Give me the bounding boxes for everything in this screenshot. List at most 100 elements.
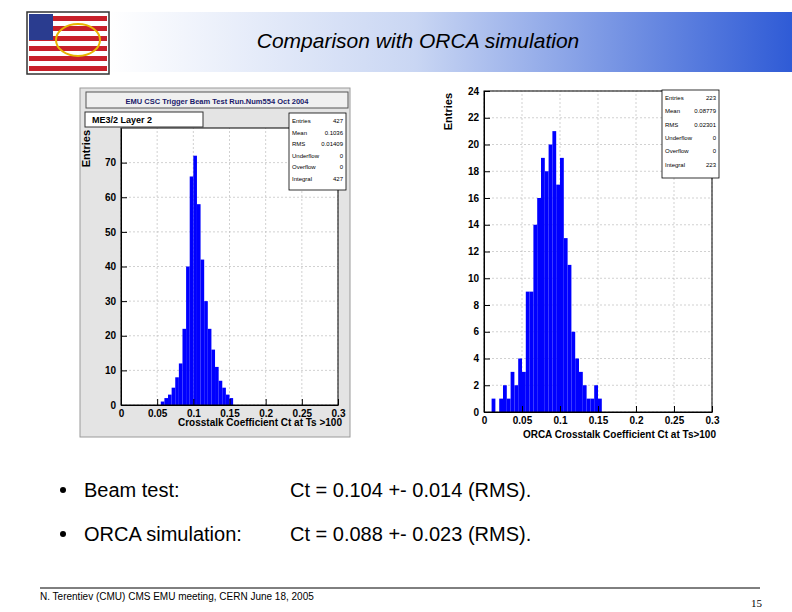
- x-tick: 0.3: [706, 406, 720, 426]
- y-axis-title: Entries: [80, 130, 92, 167]
- histogram-bar: [211, 350, 215, 405]
- x-tick-mark: [193, 399, 194, 405]
- y-tick-label: 20: [468, 139, 480, 150]
- grid-line-y: [121, 266, 338, 267]
- x-tick-mark: [712, 406, 713, 412]
- y-tick: 60: [105, 192, 127, 203]
- histogram-bar: [215, 367, 219, 405]
- y-tick-mark: [484, 252, 490, 253]
- x-tick-mark: [302, 399, 303, 405]
- y-tick-mark: [484, 91, 490, 92]
- y-tick-label: 18: [468, 166, 480, 177]
- y-tick: 4: [473, 353, 490, 364]
- y-tick: 12: [468, 246, 490, 257]
- stats-value: 0.1036: [325, 130, 344, 136]
- grid-line-y: [121, 370, 338, 371]
- x-tick-mark: [522, 406, 523, 412]
- grid-line-y: [484, 251, 712, 252]
- plot-area: [121, 128, 338, 405]
- histogram-bar: [190, 176, 194, 405]
- histogram-panel: 00.050.10.150.20.250.3024681012141618202…: [442, 86, 720, 440]
- y-tick-mark: [484, 359, 490, 360]
- x-tick: 0.2: [630, 406, 644, 426]
- x-tick-label: 0.25: [665, 415, 685, 426]
- y-tick: 50: [105, 227, 127, 238]
- histogram-bar: [219, 381, 223, 405]
- y-tick: 24: [468, 86, 490, 97]
- y-tick: 0: [110, 400, 127, 411]
- y-tick-label: 6: [473, 326, 479, 337]
- x-tick-mark: [598, 406, 599, 412]
- x-tick: 0.05: [513, 406, 533, 426]
- bullet-text: Ct = 0.088 +- 0.023 (RMS).: [290, 523, 531, 545]
- y-tick: 8: [473, 300, 490, 311]
- histogram-bar: [598, 399, 602, 412]
- y-tick-label: 12: [468, 246, 480, 257]
- y-tick-mark: [121, 336, 127, 337]
- y-tick-label: 14: [468, 219, 480, 230]
- x-tick: 0.25: [665, 406, 685, 426]
- x-axis: 00.050.10.150.20.250.3: [482, 406, 720, 426]
- y-tick-mark: [484, 145, 490, 146]
- histogram-panel: 00.050.10.150.20.250.3010203040506070Cro…: [80, 88, 350, 437]
- histogram-bar: [530, 292, 534, 412]
- histogram-bar: [193, 156, 197, 405]
- grid: [484, 91, 712, 412]
- histogram-bar: [590, 399, 594, 412]
- x-tick-label: 0.2: [630, 415, 644, 426]
- y-tick-label: 24: [468, 86, 480, 97]
- y-tick: 30: [105, 296, 127, 307]
- stats-value: 0: [340, 164, 344, 170]
- y-tick-mark: [121, 405, 127, 406]
- y-tick-mark: [121, 370, 127, 371]
- histogram-bar: [161, 402, 165, 405]
- x-axis-title: ORCA Crosstalk Coefficient Ct at Ts>100: [523, 429, 717, 440]
- grid-line-y: [484, 331, 712, 332]
- stats-box-frame: [662, 90, 719, 178]
- stats-value: 427: [333, 118, 344, 124]
- y-tick-mark: [121, 232, 127, 233]
- x-axis-title: Crosstalk Coefficient Ct at Ts >100: [178, 417, 342, 428]
- y-tick: 20: [105, 330, 127, 341]
- x-tick-label: 0.3: [706, 415, 720, 426]
- histogram-bar: [208, 329, 212, 405]
- y-tick-label: 0: [473, 407, 479, 418]
- histogram-bar: [186, 267, 190, 406]
- histogram-bar: [541, 158, 545, 412]
- y-tick-label: 0: [110, 400, 116, 411]
- canvas-title-bar: [86, 92, 348, 108]
- stats-value: 0.02301: [694, 122, 716, 128]
- histogram-bar: [514, 385, 518, 412]
- y-tick-mark: [121, 267, 127, 268]
- histogram-bar: [533, 225, 537, 412]
- y-tick-label: 30: [105, 296, 117, 307]
- stats-label: Entries: [665, 95, 684, 101]
- stats-label: Underflow: [665, 135, 693, 141]
- y-tick-label: 70: [105, 157, 117, 168]
- slide: Comparison with ORCA simulation00.050.10…: [0, 0, 792, 612]
- histogram-bar: [545, 171, 549, 412]
- histogram-bar: [556, 185, 560, 412]
- y-tick-mark: [121, 197, 127, 198]
- histogram-bar: [522, 372, 526, 412]
- histogram-bar: [182, 329, 186, 405]
- logo-stripe: [29, 66, 107, 71]
- grid-line-y: [121, 335, 338, 336]
- y-tick-mark: [484, 385, 490, 386]
- histogram-bar: [568, 265, 572, 412]
- y-tick-mark: [484, 171, 490, 172]
- y-tick-label: 16: [468, 193, 480, 204]
- y-tick-mark: [484, 198, 490, 199]
- histogram-bar: [197, 204, 201, 405]
- stats-label: Underflow: [292, 153, 320, 159]
- pad-title-box: [85, 112, 203, 127]
- bars: [492, 131, 602, 412]
- y-tick-mark: [121, 163, 127, 164]
- histogram-bar: [537, 198, 541, 412]
- stats-value: 0.01409: [321, 141, 343, 147]
- x-tick-mark: [230, 399, 231, 405]
- y-tick-mark: [484, 305, 490, 306]
- stats-label: Integral: [292, 176, 312, 182]
- x-tick-mark: [338, 399, 339, 405]
- pad-title: ME3/2 Layer 2: [92, 115, 152, 125]
